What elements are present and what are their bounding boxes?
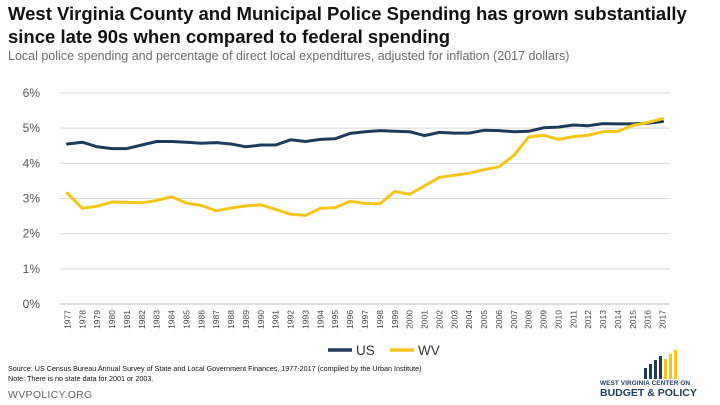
x-tick-label: 2010 xyxy=(553,310,563,329)
series-line-wv xyxy=(65,117,665,217)
x-tick-label: 2017 xyxy=(658,310,668,329)
x-tick-label: 2003 xyxy=(449,310,459,329)
logo-text-line1: WEST VIRGINIA CENTER ON xyxy=(600,380,691,387)
x-tick-label: 1998 xyxy=(375,310,385,329)
x-tick-label: 2009 xyxy=(539,310,549,329)
y-tick-label: 0% xyxy=(23,297,41,311)
x-tick-label: 1977 xyxy=(62,310,72,329)
x-tick-label: 2016 xyxy=(643,310,653,329)
x-tick-label: 1982 xyxy=(137,310,147,329)
note-line: Note: There is no state data for 2001 or… xyxy=(8,373,154,383)
gridlines xyxy=(60,92,670,305)
x-tick-label: 1986 xyxy=(196,310,206,329)
footer-website[interactable]: WVPOLICY.ORG xyxy=(8,389,93,401)
x-tick-label: 2000 xyxy=(405,310,415,329)
source-note: Source: US Census Bureau Annual Survey o… xyxy=(8,364,568,383)
x-axis-ticks: 1977 1978 1979 1980 1981 1982 1983 1984 1985 1986… xyxy=(62,310,667,329)
x-tick-label: 1978 xyxy=(77,310,87,329)
x-tick-label: 2008 xyxy=(524,310,534,329)
legend: US WV xyxy=(328,343,440,358)
x-tick-label: 1981 xyxy=(122,310,132,329)
logo-bars-icon xyxy=(644,350,677,379)
legend-label: WV xyxy=(418,343,440,358)
y-axis-ticks: 0% 1% 2% 3% 4% 5% 6% xyxy=(23,86,41,311)
x-tick-label: 1988 xyxy=(226,310,236,329)
x-tick-label: 1979 xyxy=(92,310,102,329)
y-tick-label: 3% xyxy=(23,192,41,206)
x-tick-label: 1999 xyxy=(390,310,400,329)
x-tick-label: 1996 xyxy=(345,310,355,329)
x-tick-label: 1980 xyxy=(107,310,117,329)
y-tick-label: 6% xyxy=(23,86,41,100)
x-tick-label: 2012 xyxy=(583,310,593,329)
x-tick-label: 2014 xyxy=(613,310,623,329)
y-tick-label: 2% xyxy=(23,227,41,241)
x-tick-label: 2002 xyxy=(434,310,444,329)
x-tick-label: 1990 xyxy=(256,310,266,329)
x-tick-label: 2005 xyxy=(479,310,489,329)
series-lines xyxy=(65,117,665,217)
y-tick-label: 1% xyxy=(23,262,41,276)
x-tick-label: 1992 xyxy=(286,310,296,329)
x-tick-label: 2007 xyxy=(509,310,519,329)
x-tick-label: 1994 xyxy=(315,310,325,329)
x-tick-label: 1997 xyxy=(360,310,370,329)
x-tick-label: 1993 xyxy=(300,310,310,329)
x-tick-label: 1984 xyxy=(167,310,177,329)
x-tick-label: 1987 xyxy=(211,310,221,329)
x-tick-label: 2013 xyxy=(598,310,608,329)
x-tick-label: 2001 xyxy=(420,310,430,329)
x-tick-label: 2011 xyxy=(568,310,578,329)
organization-logo: WEST VIRGINIA CENTER ON BUDGET & POLICY xyxy=(596,350,716,402)
series-line-us xyxy=(65,120,665,151)
y-tick-label: 5% xyxy=(23,121,41,135)
x-tick-label: 2015 xyxy=(628,310,638,329)
x-tick-label: 1983 xyxy=(152,310,162,329)
x-tick-label: 1985 xyxy=(181,310,191,329)
x-tick-label: 2004 xyxy=(464,310,474,329)
source-line: Source: US Census Bureau Annual Survey o… xyxy=(8,364,422,373)
x-tick-label: 2006 xyxy=(494,310,504,329)
chart-subtitle: Local police spending and percentage of … xyxy=(8,49,570,63)
chart-title: West Virginia County and Municipal Polic… xyxy=(8,3,687,47)
x-tick-label: 1989 xyxy=(241,310,251,329)
logo-text-line2: BUDGET & POLICY xyxy=(600,387,697,399)
x-tick-label: 1995 xyxy=(330,310,340,329)
legend-label: US xyxy=(356,343,375,358)
x-tick-label: 1991 xyxy=(271,310,281,329)
y-tick-label: 4% xyxy=(23,156,41,170)
